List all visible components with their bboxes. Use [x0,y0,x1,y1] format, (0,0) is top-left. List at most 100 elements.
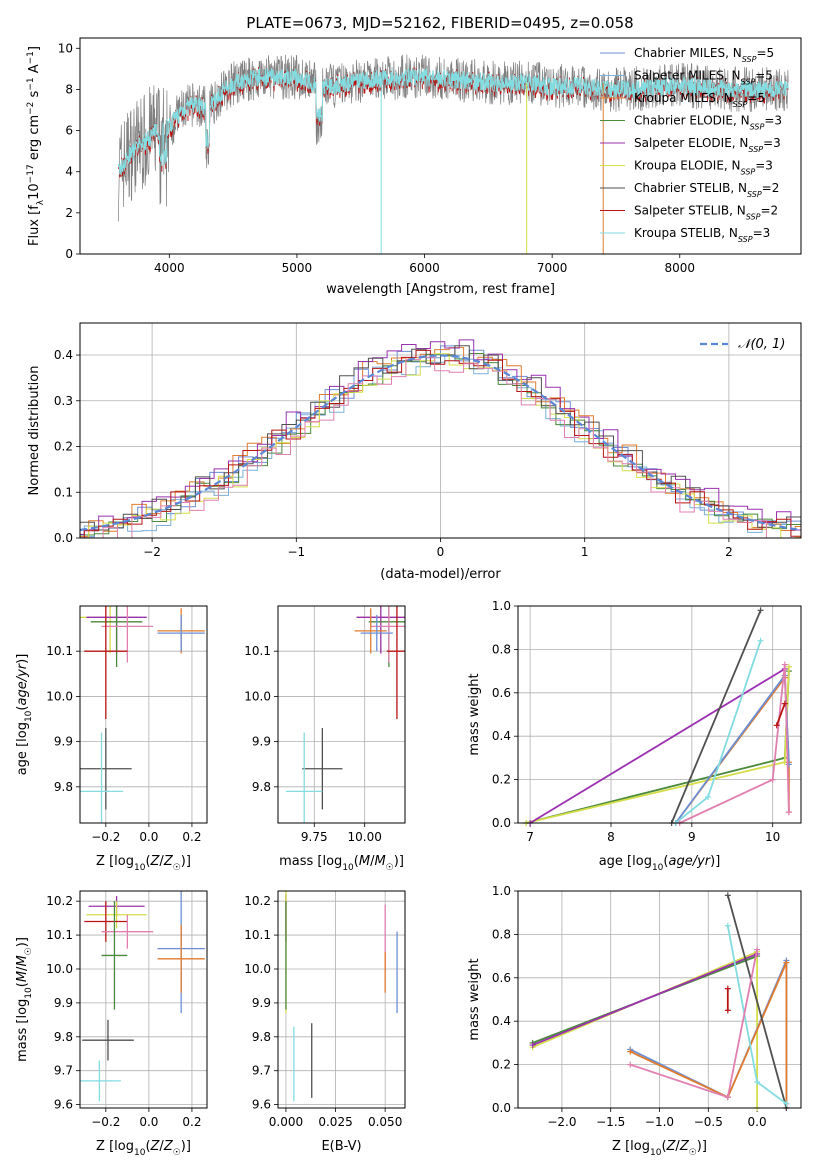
errorbar-body [285,891,398,1102]
weight-series-line [525,671,790,824]
y-tick-label: 0.2 [492,1058,511,1072]
x-tick-label: 8 [607,830,615,844]
y-tick-label: 0.4 [492,729,511,743]
x-tick-label: 4000 [154,261,185,275]
y-tick-label: 1.0 [492,884,511,898]
y-tick-label: 0.0 [492,816,511,830]
x-tick-label: 5000 [282,261,313,275]
x-tick-label: 10.00 [348,830,382,844]
x-tick-label: −1.0 [645,1115,674,1129]
y-tick-label: 0.8 [492,642,511,656]
y-axis-label: Normed distribution [27,366,42,496]
weight-vs-metallicity-panel: −2.0 −1.5 −1.0 −0.5 0.0 0.0 0.2 0.4 0.6 0.8 1.0 Z [… [467,884,802,1158]
x-tick-label: −2.0 [547,1115,576,1129]
legend-label: Chabrier MILES, NSSP=5 [634,46,774,64]
y-tick-label: 9.7 [252,1064,271,1078]
x-axis-label: wavelength [Angstrom, rest frame] [326,282,555,297]
x-tick-label: 0.050 [368,1115,402,1129]
y-tick-label: 4 [65,165,73,179]
y-tick-label: 0.4 [492,1014,511,1028]
axes-frame [277,890,406,1109]
histogram-series [80,356,801,538]
errorbar-point [386,606,405,720]
y-tick-label: 10.1 [244,928,271,942]
weight-series-line [529,668,786,824]
x-tick-label: −0.2 [91,1115,120,1129]
y-tick-label: 2 [65,206,73,220]
y-tick-label: 0.2 [54,440,73,454]
y-tick-label: 9.8 [252,1030,271,1044]
errorbar-point [80,732,124,823]
x-tick-label: 2 [725,545,733,559]
legend-label: Kroupa STELIB, NSSP=3 [634,226,770,244]
errorbar-point [286,732,323,823]
errorbar-point [84,901,128,942]
residuals-histogram-panel: −2 −1 0 1 2 0.0 0.1 0.2 0.3 0.4 𝒩(0, 1) (data-model… [27,322,802,582]
x-tick-label: 7000 [537,261,568,275]
errorbar-point [86,901,147,929]
x-tick-label: −1.5 [596,1115,625,1129]
y-tick-label: 9.9 [252,735,271,749]
weight-series-line [532,953,758,1046]
observed-spectrum-line [117,54,789,222]
weight-vs-age-panel: 7 8 9 10 0.0 0.2 0.4 0.6 0.8 1.0 age [log10(age/yr… [467,599,802,873]
y-tick-label: 8 [65,82,73,96]
axes-frame [517,890,802,1109]
histogram-series [80,345,801,538]
errorbar-point [101,606,154,663]
y-tick-label: 0.1 [54,485,73,499]
x-axis-label: mass [log10(M/M☉)] [279,854,404,873]
mass-vs-metallicity-panel: −0.2 0.0 0.2 9.6 9.7 9.8 9.9 10.0 10.1 10.2 Z [log… [15,890,208,1158]
axes-frame [517,605,802,824]
weight-series-line [726,895,788,1109]
x-tick-label: 6000 [409,261,440,275]
axes-frame [79,37,802,255]
y-tick-label: 0 [65,247,73,261]
x-tick-label: −2 [143,545,161,559]
y-tick-label: 0.3 [54,394,73,408]
age-vs-mass-panel: 9.75 10.00 9.8 9.9 10.0 10.1 mass [log10(M/M☉)… [244,605,406,873]
y-tick-label: 0.6 [492,971,511,985]
weight-lines [529,892,790,1111]
legend-label: Salpeter MILES, NSSP=5 [634,69,773,87]
y-tick-label: 9.9 [252,996,271,1010]
y-tick-label: 1.0 [492,599,511,613]
errorbar-point [82,1019,134,1061]
errorbar-point [302,728,343,810]
x-axis-label: Z [log10(Z/Z☉)] [612,1139,707,1158]
errorbar-point [101,914,154,949]
weight-series-line [674,672,790,824]
spectrum-lines [117,54,789,254]
weight-series-line [670,609,762,824]
y-tick-label: 9.8 [54,1030,73,1044]
legend-label: 𝒩(0, 1) [738,337,785,352]
errorbar-body [80,606,205,823]
x-tick-label: 0.0 [748,1115,767,1129]
legend-label: Chabrier STELIB, NSSP=2 [634,181,779,199]
errorbar-body [80,891,205,1102]
x-axis-label: age [log10(age/yr)] [599,854,721,873]
y-axis-label: mass weight [467,673,482,755]
axes-frame [79,322,802,539]
x-tick-label: 0.000 [269,1115,303,1129]
legend-label: Salpeter STELIB, NSSP=2 [634,204,778,222]
x-axis-label: Z [log10(Z/Z☉)] [96,1139,191,1158]
y-tick-label: 6 [65,124,73,138]
x-tick-label: −0.5 [694,1115,723,1129]
x-tick-label: 10 [765,830,780,844]
y-tick-label: 0.8 [492,927,511,941]
legend-label: Chabrier ELODIE, NSSP=3 [634,114,782,132]
errorbar-point [157,924,205,993]
x-axis-label: E(B-V) [321,1139,361,1154]
axes-frame [79,890,208,1109]
y-tick-label: 10.2 [46,894,73,908]
weight-lines [523,607,792,826]
y-tick-label: 9.8 [252,780,271,794]
y-tick-label: 9.9 [54,996,73,1010]
y-tick-label: 10.1 [244,644,271,658]
y-tick-label: 0.2 [492,773,511,787]
y-tick-label: 9.7 [54,1064,73,1078]
x-tick-label: 0.2 [182,830,201,844]
y-axis-label: mass weight [467,958,482,1040]
errorbar-point [84,606,128,720]
